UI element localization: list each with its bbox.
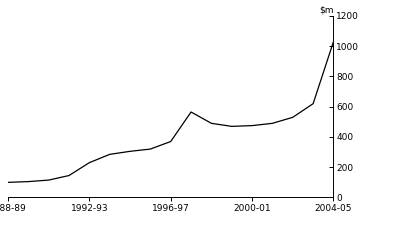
Text: $m: $m	[319, 5, 333, 14]
